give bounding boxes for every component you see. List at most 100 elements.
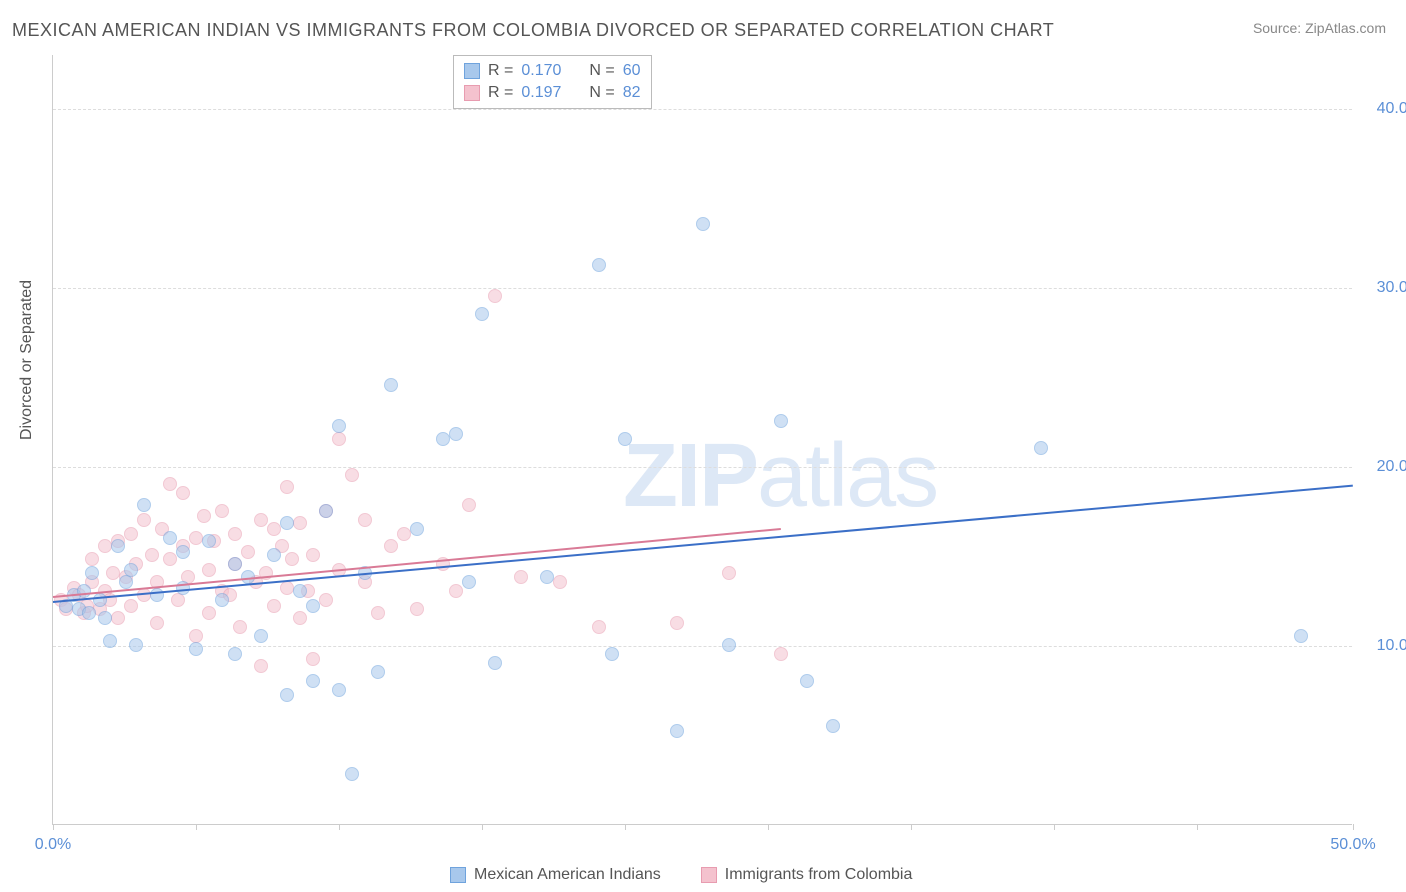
data-point	[103, 634, 117, 648]
stats-row: R = 0.170 N = 60	[464, 60, 641, 82]
data-point	[553, 575, 567, 589]
data-point	[696, 217, 710, 231]
data-point	[124, 527, 138, 541]
data-point	[319, 504, 333, 518]
data-point	[293, 611, 307, 625]
n-value: 82	[623, 84, 641, 102]
data-point	[254, 659, 268, 673]
r-label: R =	[488, 84, 513, 102]
data-point	[306, 652, 320, 666]
data-point	[280, 480, 294, 494]
n-value: 60	[623, 62, 641, 80]
data-point	[1034, 441, 1048, 455]
data-point	[98, 611, 112, 625]
y-tick-label: 30.0%	[1362, 279, 1406, 297]
x-tick	[768, 824, 769, 830]
legend-swatch	[701, 867, 717, 883]
data-point	[171, 593, 185, 607]
data-point	[293, 516, 307, 530]
gridline	[53, 646, 1352, 647]
x-tick-label: 0.0%	[35, 836, 71, 854]
data-point	[163, 531, 177, 545]
r-value: 0.197	[521, 84, 561, 102]
data-point	[436, 432, 450, 446]
data-point	[228, 527, 242, 541]
y-tick-label: 40.0%	[1362, 100, 1406, 118]
data-point	[254, 629, 268, 643]
data-point	[800, 674, 814, 688]
data-point	[306, 599, 320, 613]
n-label: N =	[589, 84, 614, 102]
gridline	[53, 109, 1352, 110]
data-point	[228, 557, 242, 571]
data-point	[670, 724, 684, 738]
y-tick-label: 20.0%	[1362, 458, 1406, 476]
watermark: ZIPatlas	[623, 425, 937, 528]
gridline	[53, 467, 1352, 468]
data-point	[137, 498, 151, 512]
data-point	[332, 683, 346, 697]
data-point	[285, 552, 299, 566]
data-point	[774, 414, 788, 428]
n-label: N =	[589, 62, 614, 80]
data-point	[85, 566, 99, 580]
data-point	[722, 566, 736, 580]
data-point	[267, 522, 281, 536]
data-point	[475, 307, 489, 321]
data-point	[176, 486, 190, 500]
plot-area: ZIPatlas R =0.170N =60R =0.197N =82 10.0…	[52, 55, 1352, 825]
data-point	[111, 611, 125, 625]
x-tick	[911, 824, 912, 830]
data-point	[202, 563, 216, 577]
data-point	[332, 419, 346, 433]
data-point	[605, 647, 619, 661]
data-point	[98, 539, 112, 553]
data-point	[306, 548, 320, 562]
data-point	[462, 575, 476, 589]
data-point	[319, 593, 333, 607]
data-point	[77, 584, 91, 598]
data-point	[93, 593, 107, 607]
data-point	[592, 258, 606, 272]
data-point	[345, 767, 359, 781]
data-point	[202, 606, 216, 620]
r-value: 0.170	[521, 62, 561, 80]
data-point	[145, 548, 159, 562]
data-point	[228, 647, 242, 661]
x-tick	[625, 824, 626, 830]
data-point	[774, 647, 788, 661]
data-point	[384, 378, 398, 392]
data-point	[462, 498, 476, 512]
stats-row: R = 0.197 N = 82	[464, 82, 641, 104]
gridline	[53, 288, 1352, 289]
data-point	[254, 513, 268, 527]
x-tick	[482, 824, 483, 830]
data-point	[540, 570, 554, 584]
data-point	[449, 427, 463, 441]
data-point	[189, 642, 203, 656]
data-point	[371, 606, 385, 620]
x-tick	[196, 824, 197, 830]
data-point	[215, 504, 229, 518]
data-point	[280, 688, 294, 702]
data-point	[267, 599, 281, 613]
r-label: R =	[488, 62, 513, 80]
data-point	[233, 620, 247, 634]
legend-swatch	[464, 85, 480, 101]
data-point	[280, 581, 294, 595]
data-point	[202, 534, 216, 548]
data-point	[514, 570, 528, 584]
x-tick	[1054, 824, 1055, 830]
data-point	[267, 548, 281, 562]
data-point	[826, 719, 840, 733]
data-point	[129, 638, 143, 652]
data-point	[358, 513, 372, 527]
data-point	[106, 566, 120, 580]
legend-item: Mexican American Indians	[450, 866, 661, 884]
data-point	[670, 616, 684, 630]
x-tick	[53, 824, 54, 830]
data-point	[119, 575, 133, 589]
stats-legend: R = 0.170 N = 60 R = 0.197 N = 82	[453, 55, 652, 109]
data-point	[189, 531, 203, 545]
x-tick	[1197, 824, 1198, 830]
